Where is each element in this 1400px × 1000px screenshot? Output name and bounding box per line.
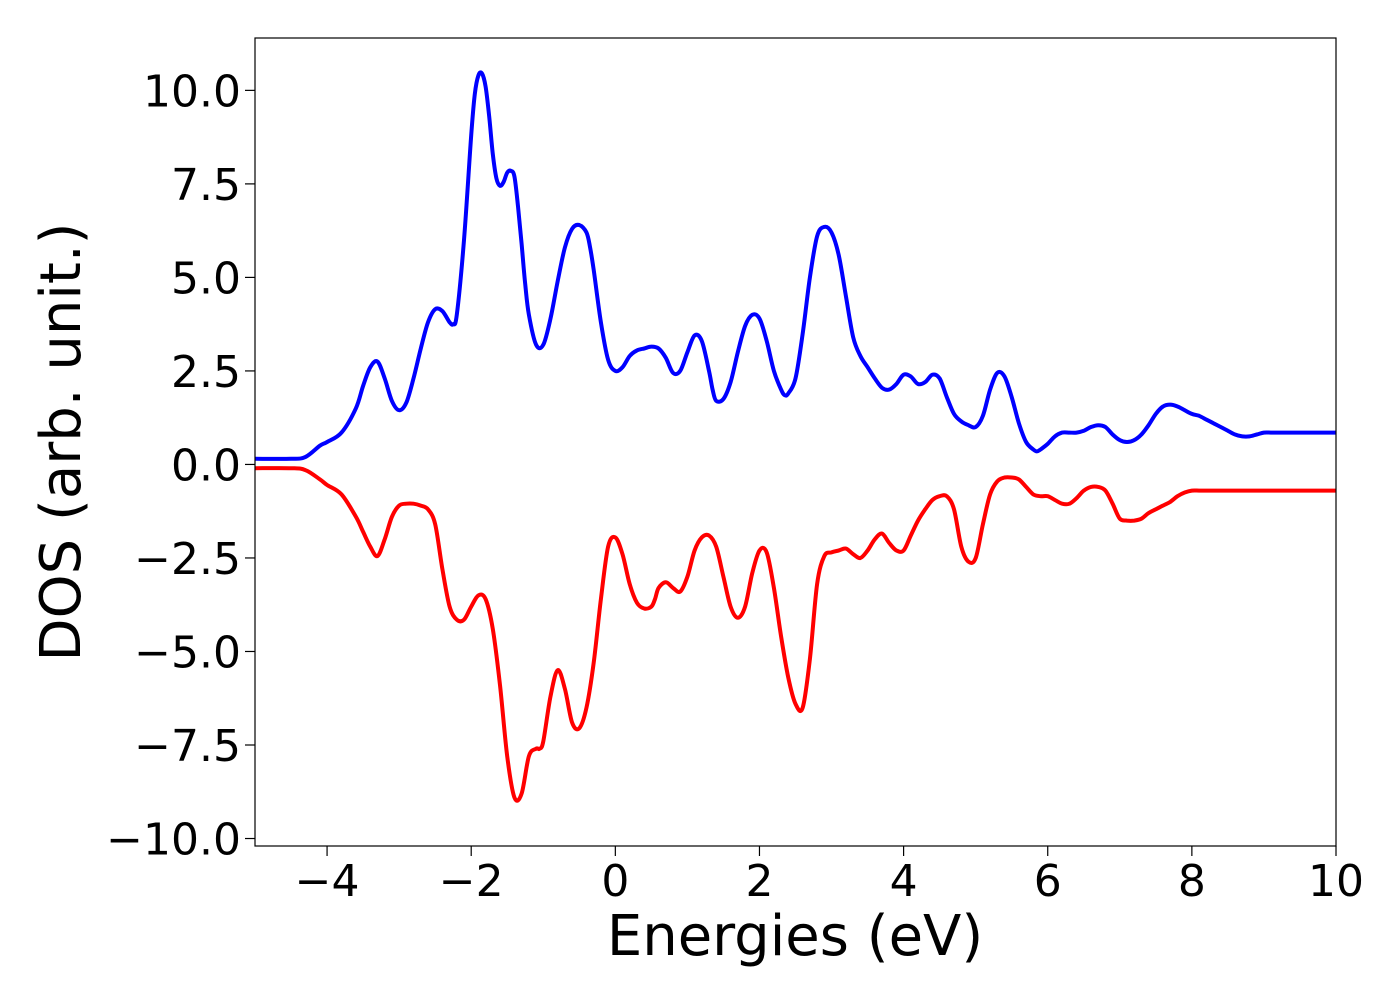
y-tick-label: 2.5	[171, 347, 241, 398]
y-tick-label: 5.0	[171, 253, 241, 304]
series-line-blue	[255, 70, 1336, 461]
y-tick-label: −5.0	[134, 627, 241, 678]
plot-area-frame	[254, 37, 1337, 847]
y-tick-label: 10.0	[143, 66, 241, 117]
x-tick-label: −2	[439, 856, 504, 907]
series-line-red	[255, 466, 1336, 803]
series-layer	[255, 70, 1336, 803]
x-tick-label: 8	[1178, 856, 1206, 907]
x-tick-label: 0	[601, 856, 629, 907]
y-axis-ticks: 10.0 7.5 5.0 2.5 0.0 −2.5 −5.0 −7.5 −10.0	[106, 66, 255, 866]
x-tick-label: 10	[1308, 856, 1364, 907]
y-axis-label: DOS (arb. unit.)	[29, 222, 94, 661]
x-tick-label: −4	[295, 856, 360, 907]
x-tick-label: 4	[890, 856, 918, 907]
x-axis-label: Energies (eV)	[607, 904, 983, 969]
y-tick-label: −10.0	[106, 815, 241, 866]
x-axis-ticks: −4 −2 0 2 4 6 8 10	[295, 846, 1364, 907]
y-tick-label: 7.5	[171, 160, 241, 211]
y-tick-label: −7.5	[134, 721, 241, 772]
y-tick-label: −2.5	[134, 534, 241, 585]
x-tick-label: 6	[1034, 856, 1062, 907]
y-tick-label: 0.0	[171, 440, 241, 491]
x-tick-label: 2	[745, 856, 773, 907]
